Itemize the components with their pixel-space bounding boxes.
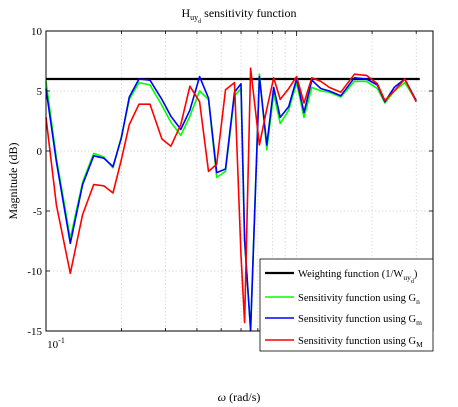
- y-tick-label: -5: [33, 206, 43, 218]
- y-tick-label: 10: [31, 26, 43, 38]
- y-tick-label: 0: [37, 146, 43, 158]
- x-tick-label: 10-1: [47, 336, 65, 351]
- x-axis-label: ω (rad/s): [218, 390, 261, 404]
- y-tick-label: -10: [27, 266, 42, 278]
- legend-label-1: Sensitivity function using Gn: [298, 293, 420, 306]
- chart-title: Huyd sensitivity function: [182, 6, 297, 25]
- series-line-3: [45, 67, 417, 324]
- legend-label-2: Sensitivity function using Gm: [298, 314, 422, 327]
- series-line-2: [45, 75, 417, 332]
- legend-label-0: Weighting function (1/Wuyd): [298, 269, 418, 285]
- legend-label-3: Sensitivity function using GM: [298, 336, 423, 349]
- legend: Weighting function (1/Wuyd) Sensitivity f…: [259, 258, 434, 352]
- y-tick-label: -15: [27, 326, 42, 338]
- legend-box: [259, 258, 434, 352]
- plot-frame: [45, 30, 434, 332]
- y-tick-label: 5: [37, 86, 43, 98]
- y-axis-label: Magnitude (dB): [6, 143, 20, 220]
- series-lines: [45, 67, 420, 332]
